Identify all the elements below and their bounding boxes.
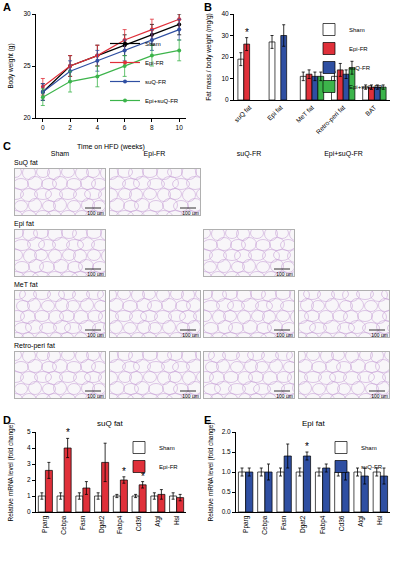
- svg-text:Cd36: Cd36: [135, 515, 142, 531]
- svg-text:1.0: 1.0: [222, 468, 231, 475]
- svg-text:40: 40: [221, 10, 229, 17]
- svg-text:Fasn: Fasn: [280, 515, 287, 530]
- svg-text:*: *: [141, 471, 145, 482]
- svg-text:Hsl: Hsl: [173, 515, 180, 525]
- svg-text:Pparg: Pparg: [41, 515, 49, 533]
- html-text:Epi fat: Epi fat: [14, 220, 34, 227]
- svg-text:Epi+suQ-FR: Epi+suQ-FR: [145, 98, 179, 104]
- svg-text:100 μm: 100 μm: [276, 393, 293, 399]
- svg-text:Dgat2: Dgat2: [98, 515, 106, 533]
- svg-text:4: 4: [96, 124, 100, 131]
- svg-text:Sham: Sham: [159, 445, 175, 451]
- svg-text:100 μm: 100 μm: [371, 332, 388, 338]
- svg-text:8: 8: [150, 124, 154, 131]
- svg-text:*: *: [245, 27, 249, 38]
- html-text:E: E: [204, 414, 212, 426]
- svg-text:2: 2: [27, 476, 31, 483]
- html-text:suQ-FR: suQ-FR: [236, 150, 262, 157]
- svg-text:100 μm: 100 μm: [87, 332, 104, 338]
- svg-text:25: 25: [23, 62, 31, 69]
- svg-text:suQ fat: suQ fat: [97, 419, 124, 428]
- svg-text:Sham: Sham: [145, 41, 161, 47]
- svg-text:Epi+suQ-FR: Epi+suQ-FR: [349, 84, 383, 90]
- svg-text:100 μm: 100 μm: [182, 210, 199, 216]
- svg-text:100 μm: 100 μm: [182, 393, 199, 399]
- svg-text:*: *: [305, 441, 309, 452]
- svg-text:20: 20: [23, 114, 31, 121]
- html-text:B: B: [204, 1, 212, 13]
- svg-text:Sham: Sham: [361, 445, 377, 451]
- svg-text:100 μm: 100 μm: [87, 393, 104, 399]
- html-text:Retro-peri fat: Retro-peri fat: [14, 342, 55, 349]
- svg-text:*: *: [66, 427, 70, 438]
- svg-text:100 μm: 100 μm: [276, 271, 293, 277]
- html-text:Sham: Sham: [50, 150, 70, 157]
- html-text:D: D: [3, 414, 11, 426]
- html-text:SuQ fat: SuQ fat: [14, 159, 38, 166]
- svg-text:Relative mRNA level (fold chan: Relative mRNA level (fold change): [207, 423, 215, 522]
- svg-text:0: 0: [41, 124, 45, 131]
- svg-text:10: 10: [221, 75, 229, 82]
- svg-text:0.5: 0.5: [222, 488, 231, 495]
- svg-text:suQ fat: suQ fat: [233, 103, 254, 124]
- svg-text:30: 30: [221, 32, 229, 39]
- html-text:C: C: [3, 140, 11, 152]
- svg-text:Fabp4: Fabp4: [116, 515, 124, 534]
- svg-text:Retro-peri fat: Retro-peri fat: [314, 103, 347, 136]
- svg-text:Pparg: Pparg: [242, 515, 250, 533]
- svg-text:Dgat2: Dgat2: [299, 515, 307, 533]
- svg-text:*: *: [122, 466, 126, 477]
- svg-text:6: 6: [123, 124, 127, 131]
- svg-text:5: 5: [27, 428, 31, 435]
- svg-text:20: 20: [221, 53, 229, 60]
- svg-text:1: 1: [27, 492, 31, 499]
- svg-text:Epi-FR: Epi-FR: [349, 46, 368, 52]
- svg-text:Time on HFD (weeks): Time on HFD (weeks): [77, 143, 145, 151]
- svg-text:Cebpa: Cebpa: [261, 515, 269, 535]
- svg-text:Epi fat: Epi fat: [302, 419, 325, 428]
- svg-text:suQ-FR: suQ-FR: [349, 65, 371, 71]
- html-text:MeT fat: MeT fat: [14, 281, 38, 288]
- svg-text:100 μm: 100 μm: [182, 332, 199, 338]
- svg-text:Body weight (g): Body weight (g): [7, 43, 15, 88]
- svg-text:30: 30: [23, 10, 31, 17]
- svg-text:Relative mRNA level (fold chan: Relative mRNA level (fold change): [7, 423, 15, 522]
- svg-text:Fat mass / body weight (mg/g): Fat mass / body weight (mg/g): [205, 13, 213, 100]
- svg-text:0.0: 0.0: [222, 508, 231, 515]
- svg-text:BAT: BAT: [364, 104, 378, 118]
- svg-text:0: 0: [225, 96, 229, 103]
- svg-text:0: 0: [27, 508, 31, 515]
- svg-text:2: 2: [68, 124, 72, 131]
- svg-text:Hsl: Hsl: [376, 515, 383, 525]
- html-text:A: A: [3, 1, 11, 13]
- html-text:Epi-FR: Epi-FR: [143, 150, 166, 157]
- svg-text:Atgl: Atgl: [357, 515, 365, 527]
- svg-text:Cebpa: Cebpa: [60, 515, 68, 535]
- html-text:Epi+suQ-FR: Epi+suQ-FR: [324, 150, 363, 157]
- svg-text:Epi-FR: Epi-FR: [159, 464, 178, 470]
- svg-text:Epi fat: Epi fat: [266, 103, 285, 122]
- svg-text:1.5: 1.5: [222, 448, 231, 455]
- svg-text:100 μm: 100 μm: [371, 393, 388, 399]
- svg-text:100 μm: 100 μm: [87, 210, 104, 216]
- svg-text:100 μm: 100 μm: [276, 332, 293, 338]
- svg-text:Sham: Sham: [349, 27, 365, 33]
- svg-text:MeT fat: MeT fat: [295, 103, 316, 124]
- svg-text:suQ-FR: suQ-FR: [145, 79, 167, 85]
- svg-text:4: 4: [27, 444, 31, 451]
- svg-text:Fabp4: Fabp4: [319, 515, 327, 534]
- svg-text:3: 3: [27, 460, 31, 467]
- svg-text:Atgl: Atgl: [154, 515, 162, 527]
- svg-text:Fasn: Fasn: [79, 515, 86, 530]
- svg-text:2.0: 2.0: [222, 428, 231, 435]
- svg-text:suQ-FR: suQ-FR: [361, 464, 383, 470]
- svg-text:10: 10: [176, 124, 184, 131]
- svg-text:100 μm: 100 μm: [87, 271, 104, 277]
- svg-text:Epi-FR: Epi-FR: [145, 60, 164, 66]
- svg-text:Cd36: Cd36: [338, 515, 345, 531]
